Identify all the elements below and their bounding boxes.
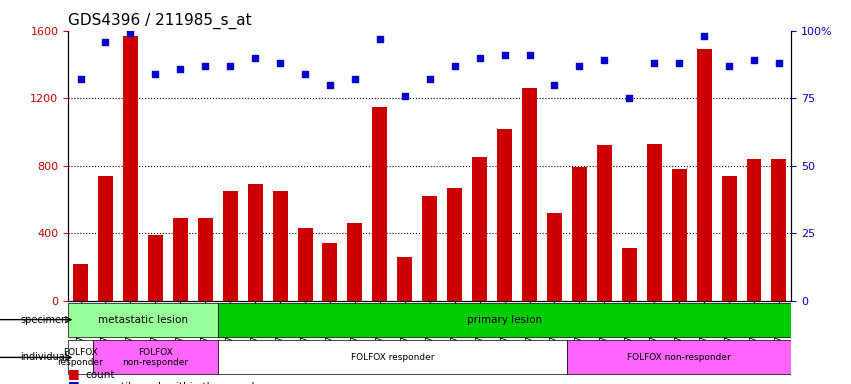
Point <box>123 30 137 36</box>
Point <box>423 76 437 83</box>
Bar <box>572 167 587 301</box>
Text: percentile rank within the sample: percentile rank within the sample <box>85 382 261 384</box>
Point <box>198 63 212 69</box>
FancyBboxPatch shape <box>68 303 218 337</box>
Bar <box>448 188 462 301</box>
FancyBboxPatch shape <box>218 303 791 337</box>
Bar <box>298 228 312 301</box>
Point <box>772 60 785 66</box>
Text: GDS4396 / 211985_s_at: GDS4396 / 211985_s_at <box>68 13 252 29</box>
Bar <box>272 191 288 301</box>
Bar <box>397 257 412 301</box>
Bar <box>223 191 237 301</box>
Text: ■: ■ <box>68 367 80 380</box>
FancyBboxPatch shape <box>567 340 791 374</box>
Text: ■: ■ <box>68 379 80 384</box>
Bar <box>772 159 786 301</box>
FancyBboxPatch shape <box>93 340 218 374</box>
Text: FOLFOX
responder: FOLFOX responder <box>58 348 104 367</box>
Point <box>224 63 237 69</box>
Text: metastatic lesion: metastatic lesion <box>98 314 188 324</box>
Point <box>648 60 661 66</box>
Point <box>448 63 461 69</box>
FancyBboxPatch shape <box>68 340 93 374</box>
Bar <box>746 159 762 301</box>
Bar <box>671 169 687 301</box>
Point <box>672 60 686 66</box>
Point <box>597 57 611 63</box>
Point <box>348 76 362 83</box>
Bar <box>422 196 437 301</box>
Point <box>373 36 386 42</box>
Bar <box>323 243 338 301</box>
Point <box>298 71 311 77</box>
Text: specimen: specimen <box>20 314 68 324</box>
Point <box>323 82 337 88</box>
Point <box>398 93 412 99</box>
Point <box>74 76 88 83</box>
Bar <box>522 88 537 301</box>
Bar <box>622 248 637 301</box>
Bar <box>98 176 113 301</box>
Point <box>523 52 536 58</box>
FancyBboxPatch shape <box>218 340 567 374</box>
Bar <box>373 107 387 301</box>
Bar <box>647 144 662 301</box>
Point <box>498 52 511 58</box>
Bar <box>248 184 263 301</box>
Bar <box>347 223 363 301</box>
Point <box>747 57 761 63</box>
Point <box>473 55 487 61</box>
Bar <box>697 49 711 301</box>
Text: primary lesion: primary lesion <box>467 314 542 324</box>
Point <box>548 82 562 88</box>
Bar <box>547 213 562 301</box>
Text: count: count <box>85 370 115 380</box>
Bar <box>197 218 213 301</box>
Point <box>697 33 711 39</box>
Text: FOLFOX non-responder: FOLFOX non-responder <box>627 353 731 362</box>
Bar <box>722 176 737 301</box>
Text: FOLFOX
non-responder: FOLFOX non-responder <box>123 348 188 367</box>
Bar <box>597 146 612 301</box>
Bar <box>123 36 138 301</box>
Point <box>622 95 636 101</box>
Point <box>248 55 262 61</box>
Bar <box>173 218 188 301</box>
Text: FOLFOX responder: FOLFOX responder <box>351 353 434 362</box>
Bar <box>73 263 88 301</box>
Text: individual: individual <box>20 353 68 362</box>
Point <box>174 65 187 71</box>
Point <box>573 63 586 69</box>
Point <box>722 63 736 69</box>
Point <box>273 60 287 66</box>
Point <box>99 38 112 45</box>
Bar <box>497 129 512 301</box>
Bar <box>472 157 487 301</box>
Point <box>149 71 163 77</box>
Bar <box>148 235 163 301</box>
